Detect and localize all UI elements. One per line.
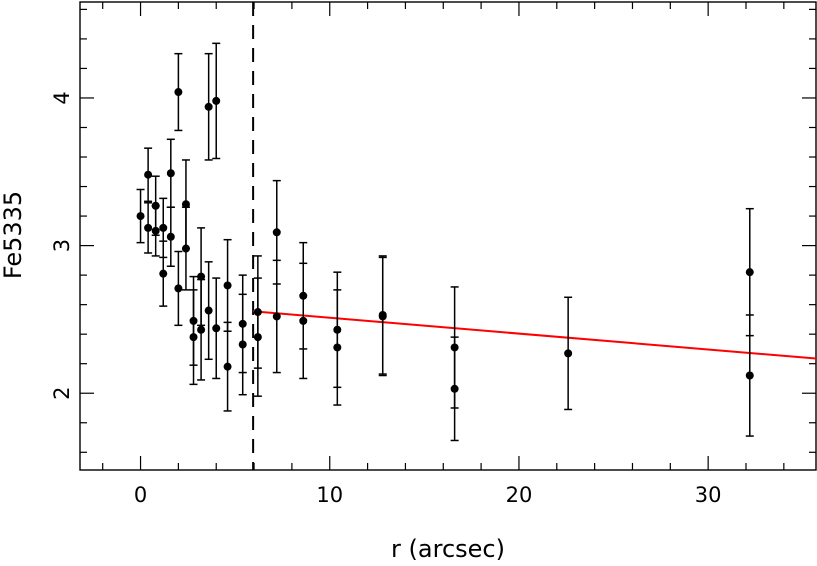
point-marker [745,268,754,277]
data-point [253,277,262,397]
point-marker [204,102,213,111]
data-point [174,52,183,132]
data-point [333,289,342,406]
y-axis-title: Fe5335 [0,191,27,279]
point-marker [174,88,183,97]
data-point [166,138,175,208]
plot-frame [79,1,817,471]
fit-line [253,310,816,360]
data-point [378,256,387,377]
data-point [144,202,153,254]
data-point [564,296,573,411]
data-point [166,206,175,268]
point-marker [197,325,206,334]
point-marker [166,232,175,241]
x-tick-label: 10 [316,483,343,507]
point-marker [159,269,168,278]
data-point [238,293,247,396]
point-marker [159,223,168,232]
x-tick-label: 20 [506,483,533,507]
data-point [272,259,281,374]
point-marker [253,333,262,342]
data-point [159,240,168,307]
point-marker [450,384,459,393]
point-marker [745,371,754,380]
point-marker [144,223,153,232]
data-point [212,42,221,160]
point-marker [564,349,573,358]
axis-ticks [80,2,816,470]
point-marker [189,333,198,342]
data-point [144,147,153,203]
y-tick-label: 2 [50,387,74,400]
x-tick-label: 0 [134,483,147,507]
point-marker [174,284,183,293]
point-marker [212,324,221,333]
point-marker [166,169,175,178]
point-marker [238,340,247,349]
point-marker [272,312,281,321]
point-marker [223,362,232,371]
data-point [197,278,206,381]
y-tick-label: 3 [50,239,74,252]
data-point [745,314,754,437]
data-point [151,204,160,257]
data-point [299,262,308,380]
data-point [204,261,213,361]
point-marker [197,272,206,281]
point-marker [333,343,342,352]
data-point [204,52,213,161]
data-point [136,188,145,244]
point-marker [144,170,153,179]
data-point [223,238,232,332]
x-axis-title: r (arcsec) [391,535,505,563]
point-marker [378,312,387,321]
data-point [181,206,190,291]
x-tick-label: 30 [695,483,722,507]
data-point [212,277,221,380]
plot-area [79,1,817,471]
data-point [450,336,459,442]
tick-labels: 0 10 20 30 2 3 4 [50,91,722,507]
data-point [223,321,232,412]
point-marker [299,316,308,325]
point-marker [204,306,213,315]
point-marker [181,200,190,209]
point-marker [151,226,160,235]
y-tick-label: 4 [50,91,74,104]
point-marker [212,96,221,105]
point-marker [181,244,190,253]
point-marker [136,212,145,221]
point-marker [272,228,281,237]
data-point [174,250,183,327]
point-marker [223,281,232,290]
data-point [189,289,198,386]
